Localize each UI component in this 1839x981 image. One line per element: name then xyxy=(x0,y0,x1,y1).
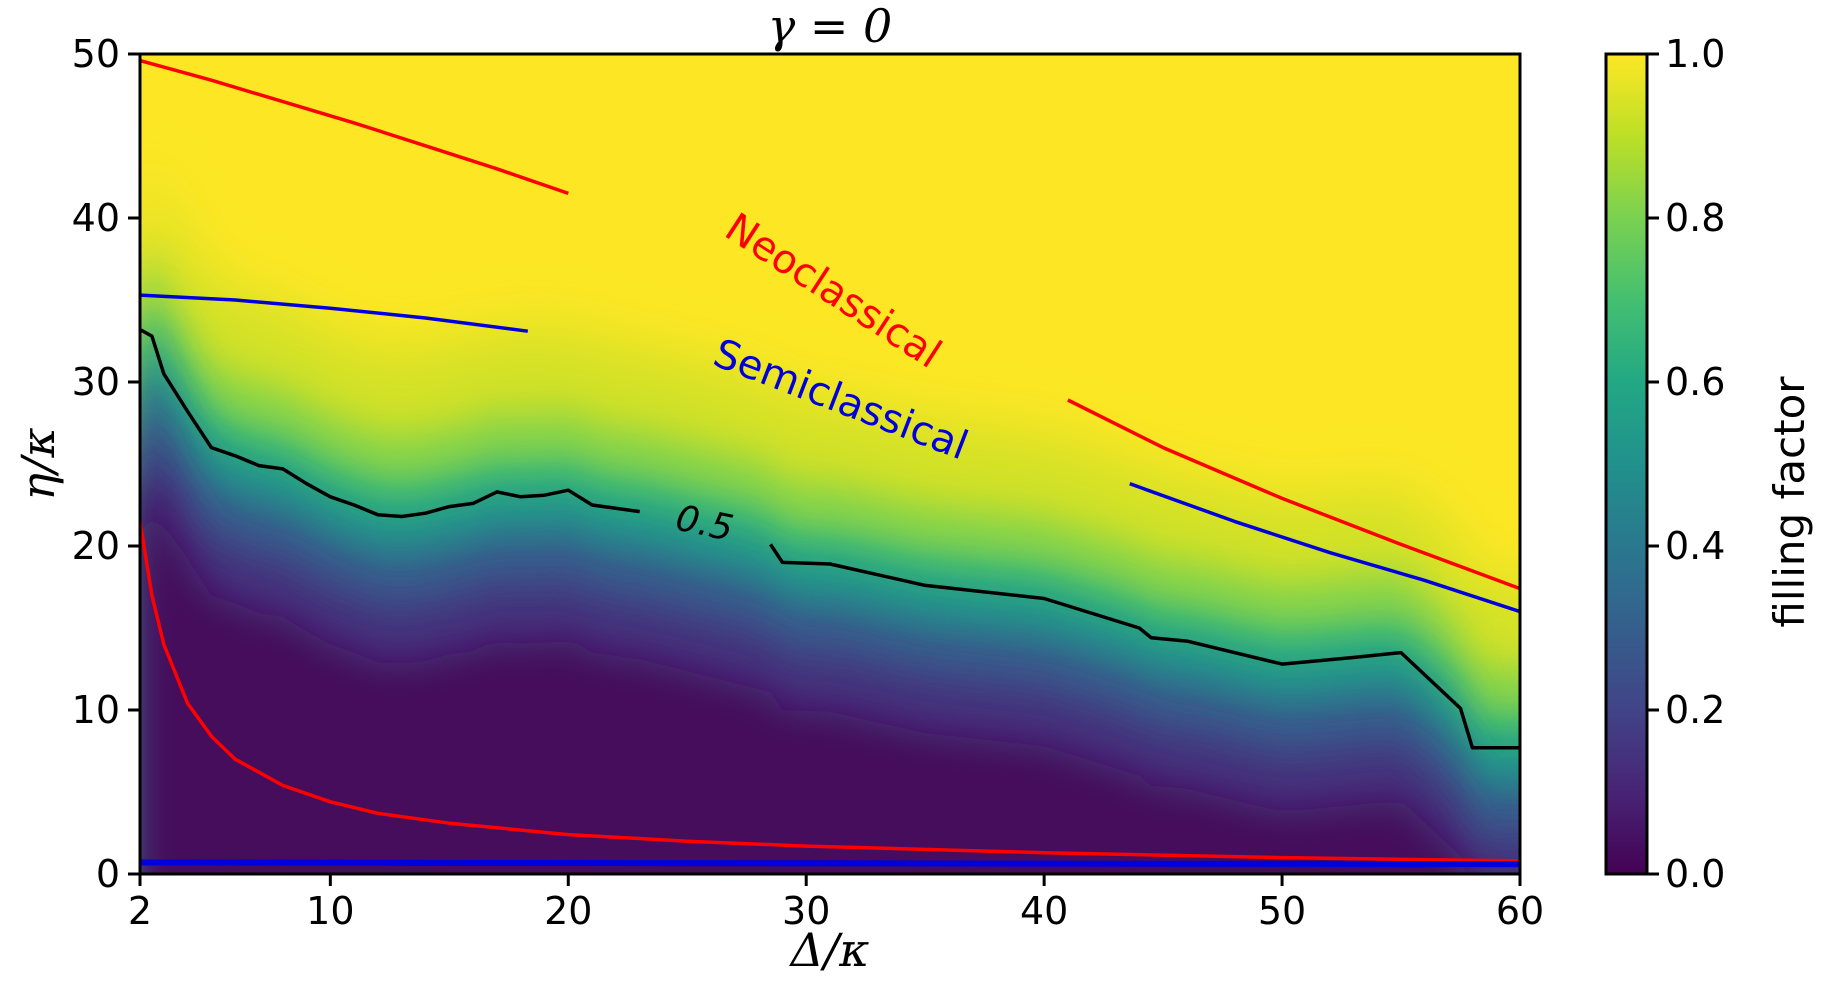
curves xyxy=(140,58,1520,868)
x-tick-label: 10 xyxy=(306,889,354,933)
heatmap xyxy=(140,54,1520,874)
semiclassical-curve-lower xyxy=(140,859,1520,868)
x-tick-label: 60 xyxy=(1496,889,1544,933)
x-tick-label: 2 xyxy=(128,889,152,933)
title: γ = 0 xyxy=(768,0,893,53)
neoclassical-curve-upper-right xyxy=(1067,398,1520,591)
x-axis-ticks: 2 10 20 30 40 50 60 xyxy=(128,874,1544,933)
x-tick-label: 40 xyxy=(1020,889,1068,933)
plot-frame xyxy=(138,52,1522,876)
semiclassical-curve-upper-left xyxy=(140,293,529,333)
x-tick-label: 50 xyxy=(1258,889,1306,933)
neoclassical-curve-lower xyxy=(140,521,1520,863)
contour-half-left xyxy=(140,327,640,519)
colorbar-tick-label: 0.4 xyxy=(1665,524,1725,568)
colorbar-tick-label: 0.2 xyxy=(1665,688,1725,732)
colorbar-ticks: 0.0 0.2 0.4 0.6 0.8 1.0 xyxy=(1647,32,1725,896)
band-002 xyxy=(140,477,1466,874)
colorbar: 0.0 0.2 0.4 0.6 0.8 1.0 filling factor xyxy=(1604,32,1814,896)
y-tick-label: 50 xyxy=(72,32,120,76)
colorbar-tick-label: 0.0 xyxy=(1665,852,1725,896)
y-tick-label: 10 xyxy=(72,688,120,732)
x-tick-label: 20 xyxy=(544,889,592,933)
x-tick-label: 30 xyxy=(782,889,830,933)
neoclassical-curve-upper-left xyxy=(140,58,569,196)
heatmap-bands xyxy=(140,165,1520,874)
colorbar-tick-label: 0.8 xyxy=(1665,196,1725,240)
y-tick-label: 40 xyxy=(72,196,120,240)
y-axis-label: η/κ xyxy=(11,427,65,500)
colorbar-label: filling factor xyxy=(1765,376,1814,628)
y-axis-ticks: 0 10 20 30 40 50 xyxy=(72,32,140,896)
colorbar-gradient xyxy=(1604,52,1649,876)
y-tick-label: 30 xyxy=(72,360,120,404)
semiclassical-curve-upper-right xyxy=(1129,482,1520,614)
x-axis-label: Δ/κ xyxy=(789,923,870,977)
y-tick-label: 0 xyxy=(96,852,120,896)
contour-half-right xyxy=(769,543,1520,750)
y-tick-label: 20 xyxy=(72,524,120,568)
colorbar-tick-label: 1.0 xyxy=(1665,32,1725,76)
colorbar-tick-label: 0.6 xyxy=(1665,360,1725,404)
